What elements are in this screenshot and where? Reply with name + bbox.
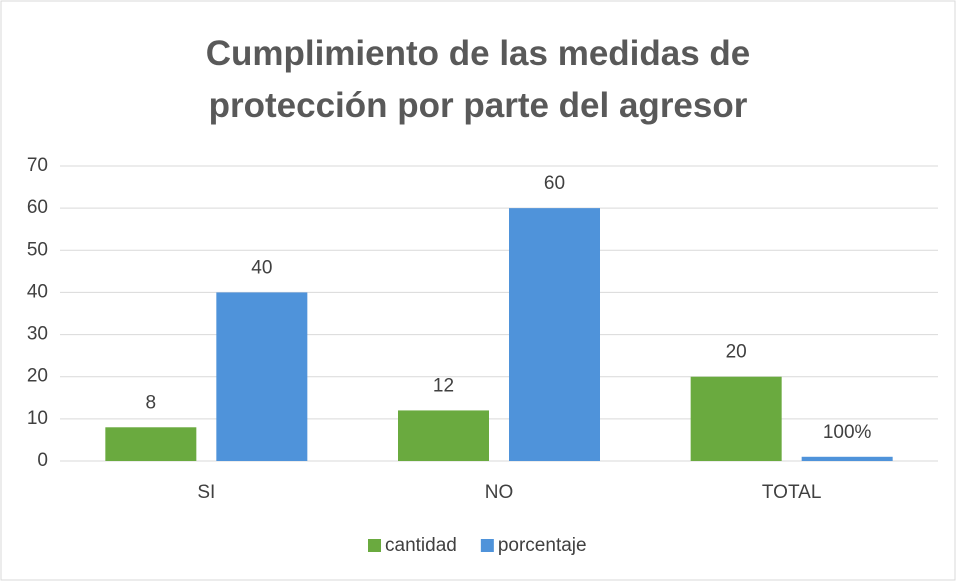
legend-label: cantidad bbox=[385, 535, 457, 556]
bar bbox=[801, 456, 893, 461]
y-tick-label: 10 bbox=[27, 408, 48, 429]
legend-swatch bbox=[480, 539, 494, 552]
data-label: 12 bbox=[433, 375, 454, 396]
x-tick-label: NO bbox=[485, 482, 514, 503]
y-tick-label: 70 bbox=[27, 155, 48, 176]
bar bbox=[216, 292, 308, 461]
bar bbox=[105, 427, 197, 461]
x-tick-label: TOTAL bbox=[762, 482, 821, 503]
y-tick-label: 20 bbox=[27, 366, 48, 387]
y-tick-label: 30 bbox=[27, 324, 48, 345]
chart-title: Cumplimiento de las medidas de protecció… bbox=[205, 34, 751, 125]
data-label: 100% bbox=[823, 422, 872, 443]
bar bbox=[509, 208, 600, 461]
x-tick-label: SI bbox=[197, 482, 215, 503]
data-label: 20 bbox=[726, 342, 747, 363]
y-tick-label: 40 bbox=[27, 281, 48, 302]
y-tick-label: 0 bbox=[37, 450, 48, 471]
legend-label: porcentaje bbox=[498, 535, 587, 556]
y-tick-label: 60 bbox=[27, 197, 48, 218]
bar bbox=[398, 410, 489, 461]
data-label: 40 bbox=[251, 257, 272, 278]
legend-swatch bbox=[368, 539, 381, 552]
y-tick-label: 50 bbox=[27, 239, 48, 260]
data-label: 60 bbox=[544, 173, 565, 194]
data-label: 8 bbox=[146, 392, 157, 413]
bar bbox=[690, 376, 782, 461]
